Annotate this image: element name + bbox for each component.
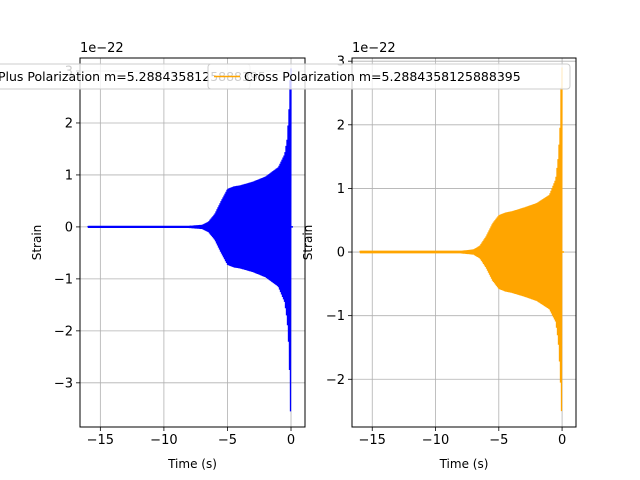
right-y-ticks: −2 −1 0 1 2 3 bbox=[326, 55, 352, 388]
right-x-tick-label: −15 bbox=[359, 433, 386, 448]
right-legend-label: Cross Polarization m=5.2884358125888395 bbox=[244, 69, 521, 84]
left-y-tick-label: 2 bbox=[65, 116, 73, 131]
left-x-ticks: −15 −10 −5 0 bbox=[87, 427, 295, 448]
left-x-tick-label: −5 bbox=[218, 433, 237, 448]
left-x-tick-label: −15 bbox=[87, 433, 114, 448]
left-y-tick-label: −1 bbox=[54, 272, 73, 287]
left-y-tick-label: 1 bbox=[65, 168, 73, 183]
left-y-axis-label: Strain bbox=[30, 225, 44, 261]
right-y-tick-label: 1 bbox=[337, 182, 345, 197]
left-data bbox=[87, 68, 293, 412]
left-x-tick-label: −10 bbox=[150, 433, 177, 448]
right-x-tick-label: −10 bbox=[422, 433, 449, 448]
right-x-ticks: −15 −10 −5 0 bbox=[359, 427, 566, 448]
left-x-tick-label: 0 bbox=[287, 433, 295, 448]
left-x-axis-label: Time (s) bbox=[167, 457, 217, 471]
right-legend: Cross Polarization m=5.2884358125888395 bbox=[207, 63, 571, 90]
right-x-tick-label: −5 bbox=[489, 433, 508, 448]
left-y-tick-label: −2 bbox=[54, 324, 73, 339]
right-legend-box bbox=[207, 63, 571, 90]
right-x-axis-label: Time (s) bbox=[439, 457, 489, 471]
right-y-tick-label: 2 bbox=[337, 118, 345, 133]
right-y-axis-label: Strain bbox=[301, 225, 315, 261]
left-legend: Plus Polarization m=5.2884358125888395 bbox=[0, 63, 266, 90]
right-y-tick-label: −1 bbox=[326, 309, 345, 324]
right-y-tick-label: 3 bbox=[337, 55, 345, 70]
right-y-tick-label: −2 bbox=[326, 373, 345, 388]
left-legend-label: Plus Polarization m=5.2884358125888395 bbox=[0, 69, 266, 84]
left-y-tick-label: 0 bbox=[65, 220, 73, 235]
right-y-offset-label: 1e−22 bbox=[352, 41, 396, 56]
left-y-offset-label: 1e−22 bbox=[80, 41, 124, 56]
right-x-tick-label: 0 bbox=[558, 433, 566, 448]
left-y-tick-label: −3 bbox=[54, 376, 73, 391]
right-axes-frame bbox=[351, 57, 577, 428]
left-axes-frame bbox=[79, 57, 306, 428]
right-data bbox=[359, 67, 564, 412]
right-y-tick-label: 0 bbox=[337, 246, 345, 261]
